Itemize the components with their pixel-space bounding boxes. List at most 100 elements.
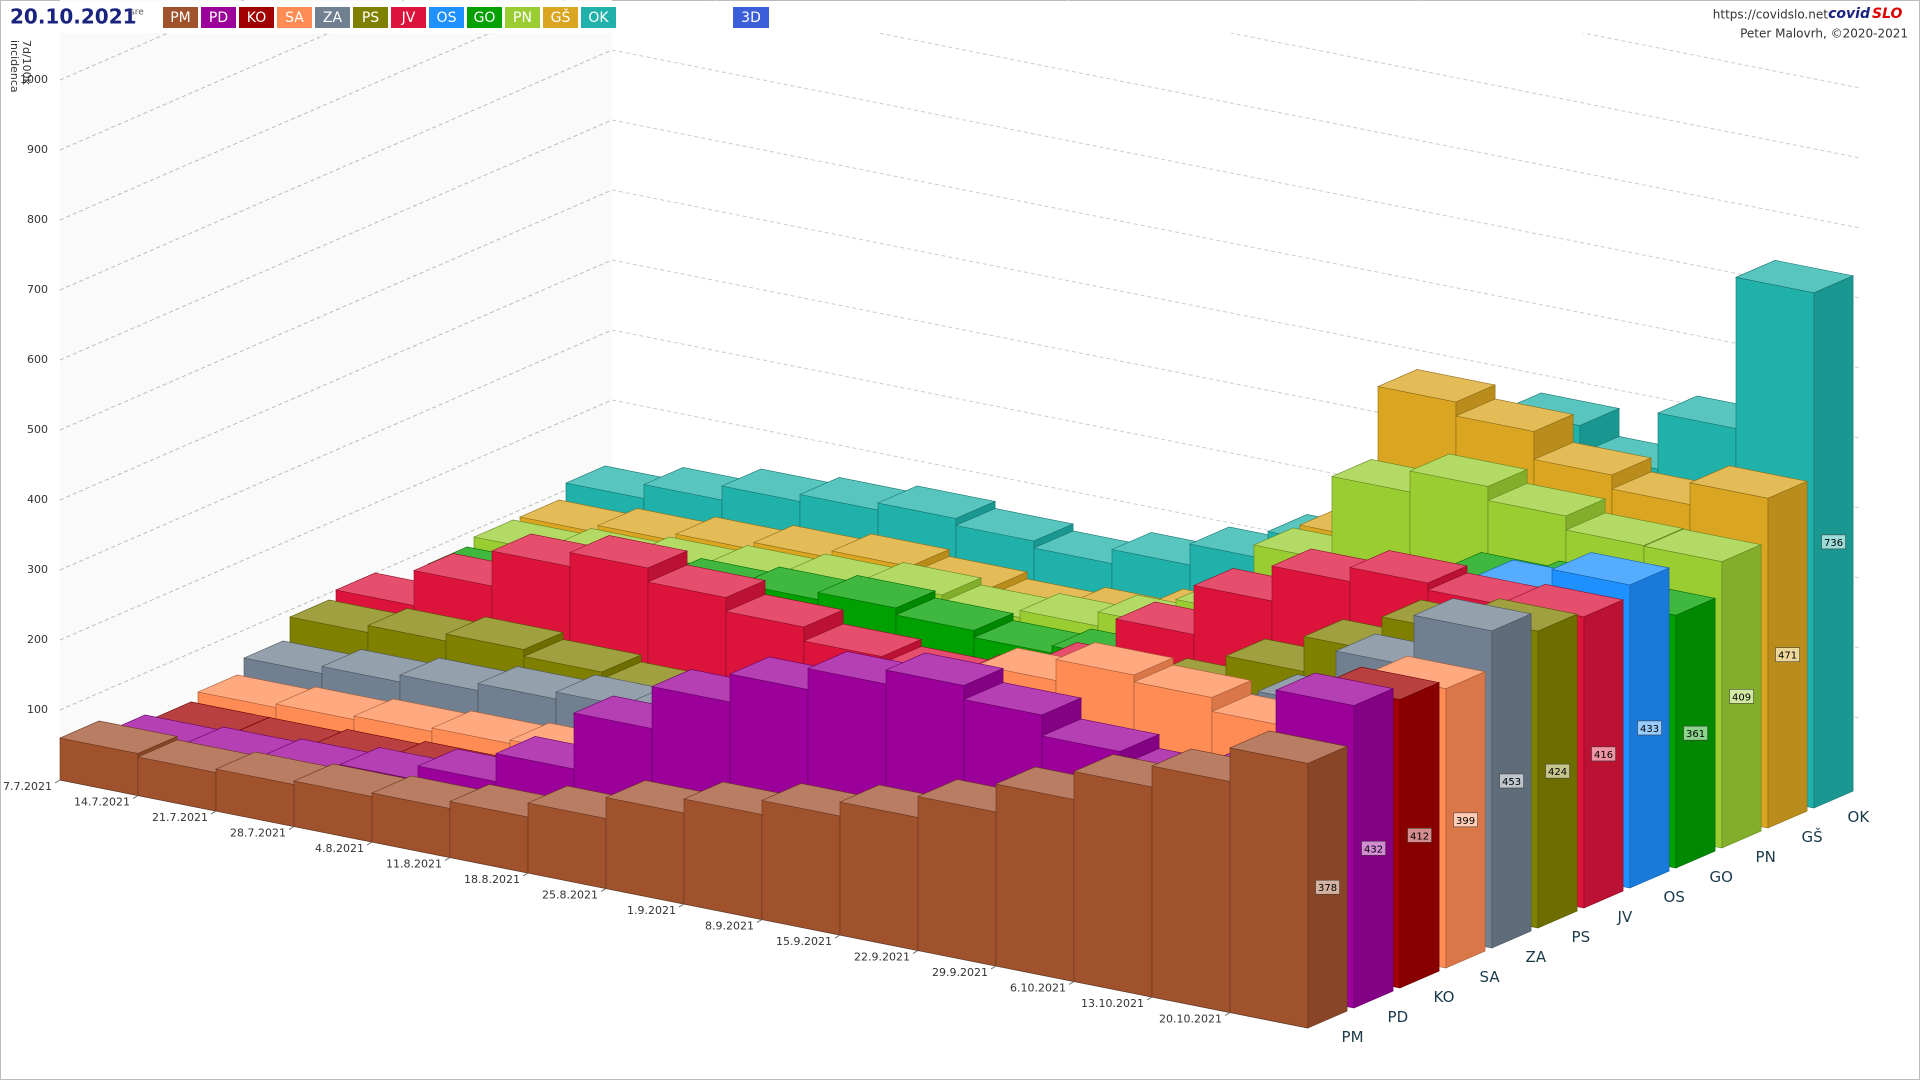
grid-line xyxy=(59,119,613,361)
value-label-box xyxy=(1729,689,1754,704)
x-tick-label: 1.9.2021 xyxy=(627,904,676,917)
x-tick xyxy=(54,779,61,784)
row-label: GO xyxy=(1710,868,1733,886)
x-tick-label: 21.7.2021 xyxy=(152,811,208,824)
x-tick xyxy=(990,965,997,970)
grid-line xyxy=(59,399,613,641)
value-label-box xyxy=(1683,725,1708,741)
legend-label: KO xyxy=(247,10,266,26)
value-label: 424 xyxy=(1548,767,1567,778)
legend-label: PS xyxy=(362,10,379,26)
row-label: JV xyxy=(1617,908,1633,926)
x-tick xyxy=(522,872,529,877)
x-tick-label: 8.9.2021 xyxy=(705,920,754,933)
legend-label: PN xyxy=(513,10,532,26)
legend-label: OS xyxy=(437,10,457,26)
y-tick-label: 600 xyxy=(27,353,48,366)
x-tick-label: 25.8.2021 xyxy=(542,889,598,902)
legend-label: GO xyxy=(474,10,496,26)
x-tick-label: 22.9.2021 xyxy=(854,951,910,964)
legend-swatch xyxy=(429,7,464,28)
mode-button-box xyxy=(733,7,769,28)
x-tick xyxy=(444,857,451,861)
x-tick-label: 14.7.2021 xyxy=(74,796,130,809)
legend-item[interactable]: ZA xyxy=(315,7,350,28)
legend-item[interactable]: OK xyxy=(581,7,616,28)
y-tick-label: 100 xyxy=(27,703,48,716)
legend-swatch xyxy=(543,7,578,28)
x-tick-label: 29.9.2021 xyxy=(932,966,988,979)
y-tick-label: 200 xyxy=(27,633,48,646)
legend-item[interactable]: PD xyxy=(201,7,236,28)
x-tick-label: 11.8.2021 xyxy=(386,858,442,871)
x-tick xyxy=(1068,981,1075,985)
grid-line xyxy=(59,0,407,151)
legend-item[interactable]: JV xyxy=(391,7,426,28)
credit: Peter Malovrh, ©2020-2021 xyxy=(1740,27,1908,41)
legend: PM PD KO SA ZA PS JV OS GO PN GŠ OK xyxy=(163,7,616,28)
legend-label: PD xyxy=(209,10,228,26)
value-label: 409 xyxy=(1732,692,1751,703)
x-tick xyxy=(288,826,295,830)
y-tick-label: 300 xyxy=(27,563,48,576)
value-label-box xyxy=(1591,746,1616,762)
legend-label: OK xyxy=(588,10,609,26)
legend-swatch xyxy=(277,7,312,28)
row-label: GŠ xyxy=(1802,827,1823,846)
row-label: PN xyxy=(1756,848,1776,866)
grid-line xyxy=(59,469,613,711)
y-axis-label: incidenca xyxy=(8,40,21,93)
mode-button-label: 3D xyxy=(741,10,761,26)
row-label: ZA xyxy=(1526,948,1547,966)
value-label-box xyxy=(1637,720,1662,736)
y-tick-label: 900 xyxy=(27,143,48,156)
grid-line xyxy=(611,49,1861,299)
legend-item[interactable]: PM xyxy=(163,7,198,28)
bar-front xyxy=(605,797,685,905)
value-label-box xyxy=(1545,763,1570,779)
plot-area: 100 200 300 400 500 600 700 800 900 1000 736 OK 471 G… xyxy=(3,0,1870,1046)
legend-swatch xyxy=(201,7,236,28)
y-tick-label: 1000 xyxy=(20,73,48,86)
grid-line xyxy=(59,259,613,501)
value-label-box xyxy=(1775,647,1800,662)
x-tick-label: 20.10.2021 xyxy=(1159,1013,1222,1026)
bar-front xyxy=(839,801,919,951)
x-tick xyxy=(912,950,919,954)
grid-line xyxy=(1062,0,1861,159)
x-tick-label: 13.10.2021 xyxy=(1081,997,1144,1010)
value-label: 412 xyxy=(1410,831,1429,842)
mode-button[interactable]: 3D xyxy=(733,7,769,28)
legend-label: ZA xyxy=(323,10,343,26)
legend-item[interactable]: KO xyxy=(239,7,274,28)
row-label: PS xyxy=(1572,928,1591,946)
legend-item[interactable]: PN xyxy=(505,7,540,28)
legend-swatch xyxy=(239,7,274,28)
bar-front xyxy=(917,796,997,967)
x-tick xyxy=(132,795,139,799)
value-label-box xyxy=(1361,841,1386,856)
x-tick xyxy=(210,810,217,815)
legend-item[interactable]: PS xyxy=(353,7,388,28)
legend-item[interactable]: SA xyxy=(277,7,312,28)
bar-front xyxy=(995,783,1075,982)
legend-swatch xyxy=(467,7,502,28)
value-label-box xyxy=(1499,773,1524,789)
legend-label: SA xyxy=(285,10,304,26)
bar-front xyxy=(1229,747,1309,1029)
grid-line xyxy=(611,189,1861,439)
subtitle: sre xyxy=(130,8,144,18)
grid-line xyxy=(59,0,568,221)
legend-swatch xyxy=(163,7,198,28)
grid-line xyxy=(59,329,613,571)
legend-item[interactable]: GŠ xyxy=(543,7,578,28)
value-label: 378 xyxy=(1318,883,1337,894)
x-tick xyxy=(678,903,685,908)
legend-item[interactable]: GO xyxy=(467,7,502,28)
row-label: SA xyxy=(1480,968,1501,986)
source-url: https://covidslo.net xyxy=(1713,8,1829,22)
legend-item[interactable]: OS xyxy=(429,7,464,28)
value-label-box xyxy=(1453,812,1478,828)
value-label-box xyxy=(1315,879,1340,895)
